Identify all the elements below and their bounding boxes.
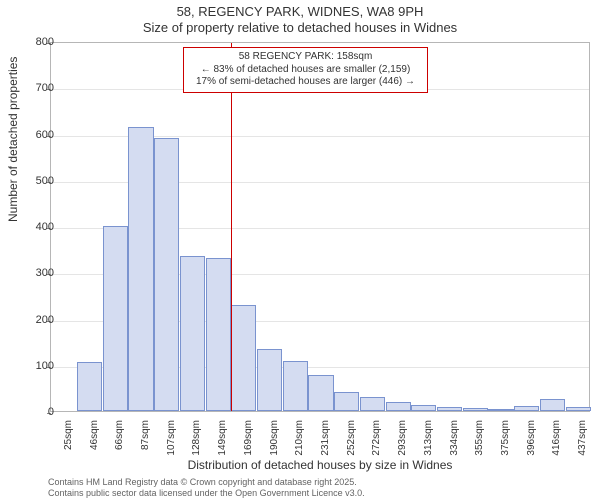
plot-area: 58 REGENCY PARK: 158sqm← 83% of detached…: [50, 42, 590, 412]
xtick-label: 107sqm: [166, 420, 177, 460]
ytick-label: 600: [24, 129, 54, 141]
callout-line: 17% of semi-detached houses are larger (…: [190, 76, 421, 89]
histogram-bar: [334, 392, 359, 411]
histogram-bar: [463, 408, 488, 411]
xtick-label: 396sqm: [526, 420, 537, 460]
chart-root: 58, REGENCY PARK, WIDNES, WA8 9PH Size o…: [0, 0, 600, 500]
histogram-bar: [411, 405, 436, 411]
histogram-bar: [77, 362, 102, 411]
xtick-label: 46sqm: [89, 420, 100, 460]
xtick-label: 128sqm: [191, 420, 202, 460]
callout-box: 58 REGENCY PARK: 158sqm← 83% of detached…: [183, 47, 428, 93]
histogram-bar: [128, 127, 153, 411]
chart-title-block: 58, REGENCY PARK, WIDNES, WA8 9PH Size o…: [0, 0, 600, 37]
ytick-label: 100: [24, 360, 54, 372]
ytick-label: 400: [24, 221, 54, 233]
xtick-label: 169sqm: [243, 420, 254, 460]
xtick-label: 355sqm: [474, 420, 485, 460]
histogram-bar: [206, 258, 231, 411]
histogram-bar: [488, 409, 513, 411]
xtick-label: 437sqm: [577, 420, 588, 460]
histogram-bar: [283, 361, 308, 411]
ytick-label: 300: [24, 267, 54, 279]
histogram-bar: [437, 407, 462, 411]
xtick-label: 293sqm: [397, 420, 408, 460]
ytick-label: 0: [24, 406, 54, 418]
xtick-label: 252sqm: [346, 420, 357, 460]
histogram-bar: [566, 407, 591, 411]
ytick-label: 800: [24, 36, 54, 48]
xtick-label: 375sqm: [500, 420, 511, 460]
xtick-label: 25sqm: [63, 420, 74, 460]
xtick-label: 231sqm: [320, 420, 331, 460]
attribution-line1: Contains HM Land Registry data © Crown c…: [48, 477, 365, 487]
ytick-label: 200: [24, 314, 54, 326]
histogram-bar: [386, 402, 411, 411]
ytick-label: 500: [24, 175, 54, 187]
histogram-bar: [308, 375, 333, 411]
callout-line: ← 83% of detached houses are smaller (2,…: [190, 64, 421, 77]
histogram-bar: [154, 138, 179, 411]
histogram-bar: [257, 349, 282, 411]
histogram-bar: [103, 226, 128, 411]
xtick-label: 334sqm: [449, 420, 460, 460]
marker-line: [231, 43, 233, 411]
xtick-label: 313sqm: [423, 420, 434, 460]
xtick-label: 87sqm: [140, 420, 151, 460]
y-axis-title: Number of detached properties: [6, 57, 20, 222]
chart-title-line1: 58, REGENCY PARK, WIDNES, WA8 9PH: [0, 4, 600, 20]
ytick-label: 700: [24, 82, 54, 94]
xtick-label: 272sqm: [371, 420, 382, 460]
histogram-bar: [180, 256, 205, 411]
histogram-bar: [360, 397, 385, 411]
attribution-block: Contains HM Land Registry data © Crown c…: [48, 477, 365, 498]
callout-line: 58 REGENCY PARK: 158sqm: [190, 51, 421, 64]
attribution-line2: Contains public sector data licensed und…: [48, 488, 365, 498]
xtick-label: 149sqm: [217, 420, 228, 460]
histogram-bar: [540, 399, 565, 411]
xtick-label: 66sqm: [114, 420, 125, 460]
histogram-bar: [514, 406, 539, 411]
chart-region: 58 REGENCY PARK: 158sqm← 83% of detached…: [50, 42, 590, 412]
x-axis-title: Distribution of detached houses by size …: [50, 458, 590, 472]
histogram-bar: [231, 305, 256, 411]
xtick-label: 416sqm: [551, 420, 562, 460]
chart-title-line2: Size of property relative to detached ho…: [0, 20, 600, 36]
xtick-label: 190sqm: [269, 420, 280, 460]
xtick-label: 210sqm: [294, 420, 305, 460]
